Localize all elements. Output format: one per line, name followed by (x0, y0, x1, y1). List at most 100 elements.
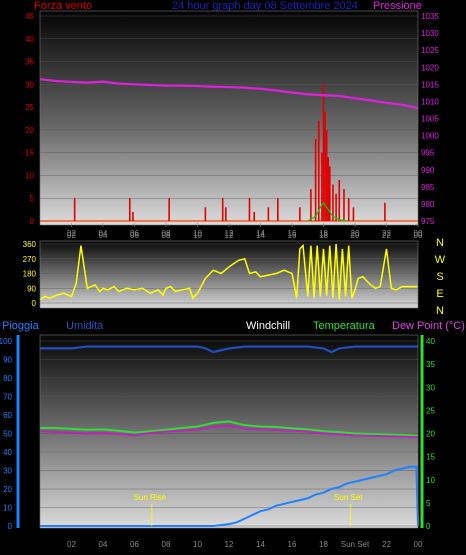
panel-a-frame (39, 10, 419, 226)
panel-a-xtick-label: 06 (130, 229, 139, 238)
pressure-axis-tick: 985 (421, 183, 435, 192)
wind-bar (132, 211, 134, 221)
panel-a-xtick-label: 16 (288, 229, 297, 238)
temperature-line (40, 420, 419, 437)
panel-b-xtick-label: 14 (256, 231, 265, 240)
wind-axis-tick: 40 (25, 35, 34, 44)
pressure-axis-tick: 975 (421, 217, 435, 226)
wind-bar (128, 198, 131, 221)
panel-a-xtick-label: 14 (256, 229, 265, 238)
wind-bar (314, 139, 317, 221)
panel-b-xtick-label: 04 (99, 231, 108, 240)
direction-axis-tick: 90 (27, 284, 36, 293)
wind-axis-tick: 45 (25, 12, 34, 21)
wind-axis-tick: 30 (25, 80, 34, 89)
temp-axis-tick: 15 (426, 453, 435, 462)
pressure-axis-tick: 980 (421, 200, 435, 209)
wind-bar (221, 198, 224, 221)
temp-axis-tick: 5 (426, 499, 431, 508)
temp-axis-tick: 10 (426, 476, 435, 485)
dewpoint-line (39, 424, 419, 439)
panel-c-xtick-label: Sun Set (341, 540, 370, 549)
rain-axis-tick: 100 (0, 337, 13, 346)
temp-axis-tick: 35 (426, 360, 435, 369)
panel-c-xtick-label: 02 (67, 540, 76, 549)
rain-label: Pioggia (2, 320, 39, 332)
rain-axis-tick: 90 (3, 356, 12, 365)
rain-axis-tick: 70 (3, 393, 12, 402)
temp-axis-tick: 0 (426, 522, 431, 531)
wind-axis-tick: 15 (25, 149, 34, 158)
panel-b-xtick-label: 12 (225, 231, 234, 240)
pressure-axis-tick: 1010 (421, 97, 439, 106)
direction-line (39, 243, 418, 301)
compass-letter: S (436, 271, 443, 283)
wind-label: Forza vento (34, 0, 93, 12)
wind-bar (324, 111, 326, 221)
wind-axis-tick: 35 (25, 58, 34, 67)
pressure-axis-tick: 1000 (421, 132, 439, 141)
wind-bar (322, 84, 325, 221)
temp-axis-tick: 30 (426, 383, 435, 392)
temp-axis-tick: 40 (426, 337, 435, 346)
wind-bar (267, 207, 270, 221)
pressure-axis-tick: 995 (421, 149, 435, 158)
pressure-axis-tick: 990 (421, 166, 435, 175)
wind-bar (248, 198, 251, 221)
panel-b-xtick-label: 00 (414, 231, 423, 240)
wind-bar (321, 152, 323, 221)
graph-title: 24 hour graph day 08 Settembre 2024 (172, 0, 358, 12)
rain-axis-tick: 80 (3, 374, 12, 383)
pressure-axis-tick: 1030 (421, 29, 439, 38)
panel-c-xtick-label: 10 (193, 540, 202, 549)
pressure-axis-tick: 1025 (421, 46, 439, 55)
direction-axis-tick: 360 (23, 240, 37, 249)
direction-axis-tick: 0 (32, 299, 37, 308)
wind-bar (299, 207, 301, 221)
panel-c-xtick-label: 00 (414, 540, 423, 549)
panel-c-frame (39, 334, 419, 529)
panel-a-xtick-label: 12 (225, 229, 234, 238)
compass-letter: W (435, 254, 446, 266)
wind-bar (327, 157, 330, 221)
wind-bar (325, 129, 328, 221)
direction-axis-tick: 180 (23, 270, 37, 279)
panel-c-xtick-label: 08 (162, 540, 171, 549)
windchill-label: Windchill (246, 320, 291, 332)
rain-axis-tick: 30 (3, 467, 12, 476)
panel-c-background (40, 335, 418, 528)
temperature-label: Temperatura (313, 320, 375, 332)
rain-axis-tick: 0 (8, 522, 13, 531)
wind-bar (168, 198, 170, 221)
panel-c-xtick-label: 14 (256, 540, 265, 549)
wind-bar (329, 166, 331, 221)
panel-b-xtick-label: 22 (382, 231, 391, 240)
pressure-axis-tick: 1005 (421, 115, 439, 124)
rain-axis-tick: 20 (3, 485, 12, 494)
wind-axis-tick: 20 (25, 126, 34, 135)
sunrise-label: Sun Rise (134, 493, 167, 502)
humidity-label: Umidita (66, 320, 104, 332)
rain-axis-tick: 50 (3, 430, 12, 439)
pressure-axis-tick: 1020 (421, 63, 439, 72)
panel-a-xtick-label: 20 (351, 229, 360, 238)
temp-axis-tick: 20 (426, 430, 435, 439)
panel-a-xtick-label: 10 (193, 229, 202, 238)
wind-bar (73, 198, 76, 221)
panel-a-xtick-label: 18 (319, 229, 328, 238)
pressure-axis-tick: 1035 (421, 12, 439, 21)
dewpoint-label: Dew Point (°C) (392, 320, 465, 332)
panel-b-xtick-label: 20 (351, 231, 360, 240)
panel-a-background (40, 11, 418, 225)
rain-axis-tick: 40 (3, 448, 12, 457)
wind-bar (225, 207, 227, 221)
panel-b-xtick-label: 08 (162, 231, 171, 240)
wind-bar (277, 198, 279, 221)
panel-b-xtick-label: 02 (67, 231, 76, 240)
pressure-label: Pressione (373, 0, 422, 12)
wind-bar (338, 180, 341, 221)
wind-bar (332, 184, 334, 221)
wind-bar (352, 207, 355, 221)
